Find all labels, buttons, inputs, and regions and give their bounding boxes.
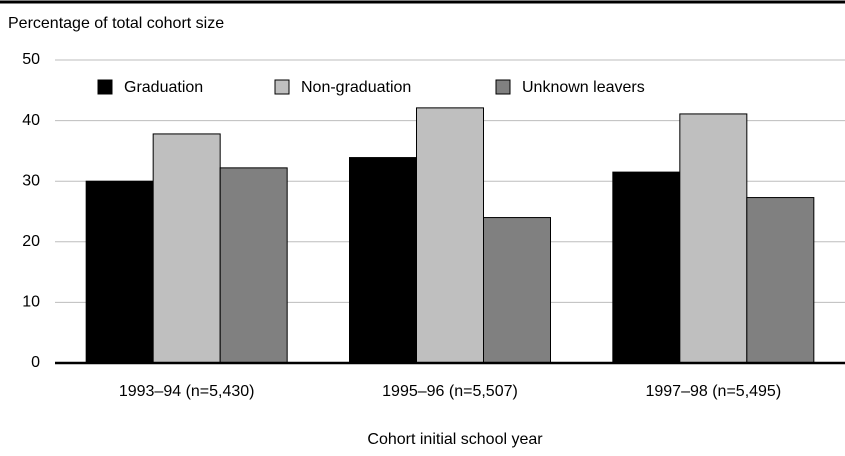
bar: [612, 171, 681, 364]
bar: [85, 180, 154, 364]
y-tick-label: 10: [22, 294, 40, 311]
bar: [679, 113, 748, 364]
y-tick-label: 20: [22, 233, 40, 250]
legend-label: Non-graduation: [301, 79, 411, 96]
bar: [152, 133, 221, 364]
bar: [416, 107, 484, 364]
x-axis-title: Cohort initial school year: [367, 431, 543, 448]
bar: [349, 157, 417, 364]
legend-label: Unknown leavers: [522, 79, 645, 96]
y-tick-label: 40: [22, 112, 40, 129]
y-tick-label: 50: [22, 51, 40, 68]
legend-swatch: [274, 79, 290, 95]
x-tick-label: 1995–96 (n=5,507): [382, 383, 518, 400]
y-tick-label: 0: [31, 354, 40, 371]
legend-label: Graduation: [124, 79, 203, 96]
y-axis-title: Percentage of total cohort size: [8, 15, 224, 32]
x-tick-label: 1997–98 (n=5,495): [645, 383, 781, 400]
bar: [483, 217, 551, 364]
legend-swatch: [97, 79, 113, 95]
bar: [219, 167, 288, 364]
legend-swatch: [495, 79, 511, 95]
x-tick-label: 1993–94 (n=5,430): [119, 383, 255, 400]
y-tick-label: 30: [22, 172, 40, 189]
bar: [746, 197, 815, 364]
